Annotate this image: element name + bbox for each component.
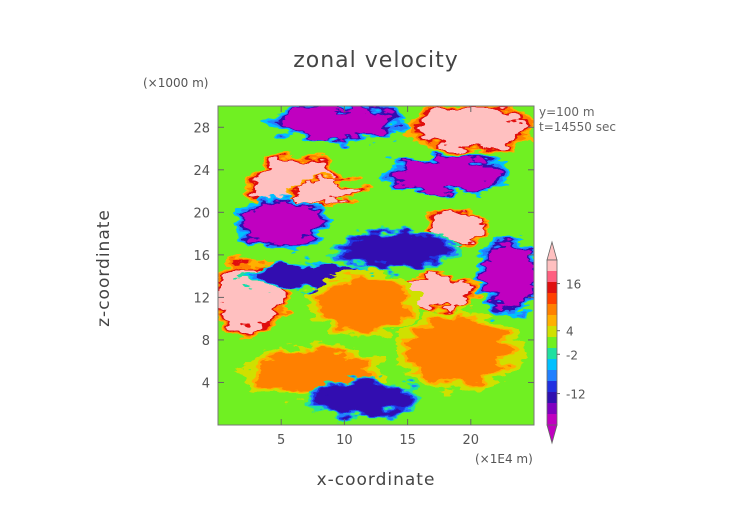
colorbar-segment: [547, 304, 557, 315]
colorbar-segment: [547, 392, 557, 403]
colorbar-min-arrow: [546, 424, 558, 445]
y-tick-label: 16: [193, 249, 210, 264]
y-tick-label: 4: [202, 376, 210, 391]
y-tick-label: 28: [193, 121, 210, 136]
y-units-label: (×1000 m): [143, 76, 209, 90]
chart-title: zonal velocity: [293, 48, 459, 73]
colorbar-segment: [547, 293, 557, 304]
heatmap-cell: [483, 244, 534, 309]
heatmap-field: [218, 106, 534, 425]
y-tick-label: 8: [202, 334, 210, 349]
x-tick-label: 5: [277, 433, 285, 448]
y-position-annotation: y=100 m: [539, 105, 595, 119]
colorbar-tick-label: -2: [566, 348, 578, 362]
heatmap-cell: [293, 180, 358, 202]
colorbar-tick-label: 4: [566, 325, 574, 339]
x-tick-label: 20: [463, 433, 480, 448]
y-tick-label: 12: [193, 291, 210, 306]
y-tick-label: 24: [193, 164, 210, 179]
colorbar-tick-label: 16: [566, 278, 581, 292]
time-annotation: t=14550 sec: [539, 120, 616, 134]
heatmap-cell: [344, 233, 446, 266]
plot-frame: [217, 105, 535, 426]
colorbar-segment: [547, 315, 557, 326]
colorbar-segment: [547, 271, 557, 282]
heatmap-cell: [407, 318, 509, 383]
colorbar: 16 4 -2 -12: [546, 240, 586, 445]
colorbar-segment: [547, 326, 557, 337]
colorbar-segment: [547, 260, 557, 271]
colorbar-tick-label: -12: [566, 388, 586, 402]
heatmap-cell: [394, 159, 497, 192]
x-units-label: (×1E4 m): [475, 452, 533, 466]
x-tick-label: 15: [399, 433, 416, 448]
heatmap-cell: [407, 276, 471, 309]
y-tick-label: 20: [193, 206, 210, 221]
colorbar-segment: [547, 282, 557, 293]
heatmap-cell: [319, 276, 408, 330]
x-axis-label: x-coordinate: [316, 470, 436, 490]
colorbar-segment: [547, 359, 557, 370]
heatmap-cell: [243, 201, 320, 245]
colorbar-segment: [547, 337, 557, 348]
heatmap-cell: [420, 106, 522, 149]
heatmap-cell: [319, 382, 408, 415]
colorbar-segment: [547, 414, 557, 425]
colorbar-segment: [547, 381, 557, 392]
colorbar-segment: [547, 348, 557, 359]
x-tick-label: 10: [336, 433, 353, 448]
heatmap-cell: [281, 106, 395, 138]
heatmap-cell: [432, 212, 484, 245]
colorbar-segment: [547, 403, 557, 414]
colorbar-frame: [546, 259, 558, 426]
colorbar-segment: [547, 370, 557, 381]
colorbar-max-arrow: [546, 240, 558, 261]
